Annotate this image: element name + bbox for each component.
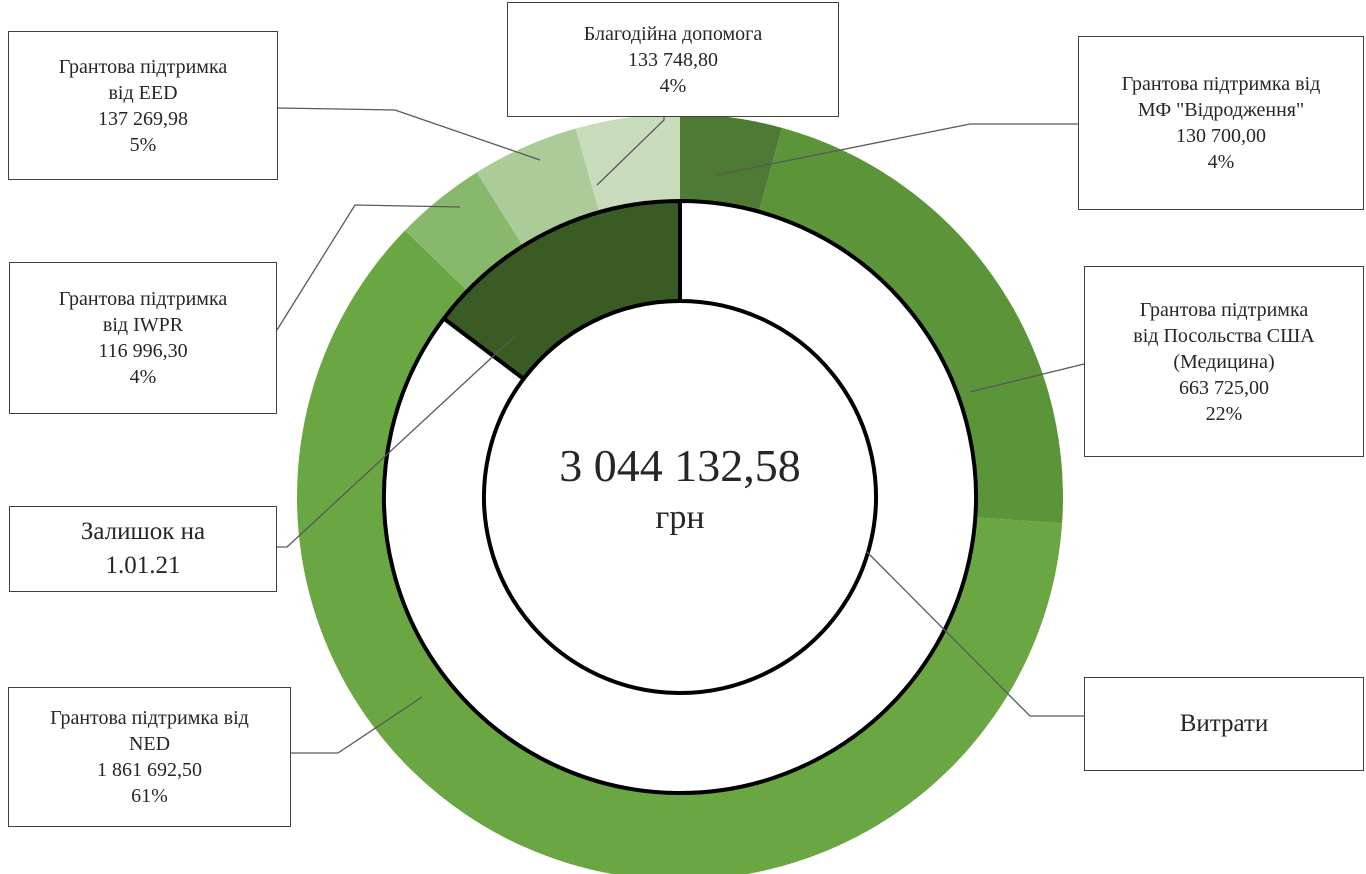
callout-text: 61% [131, 785, 168, 807]
callout-text: 22% [1205, 402, 1243, 425]
total-value: 3 044 132,58 [559, 440, 801, 491]
leader-line-outer-2 [969, 363, 1085, 393]
callout-text: Залишок на [80, 518, 206, 546]
outer-slice-6 [575, 114, 680, 213]
callout-text: NED [128, 733, 171, 755]
outer-slice-4 [405, 172, 523, 291]
total-unit: грн [655, 499, 705, 536]
outer-slice-3 [297, 230, 1063, 874]
callout-text: Грантова підтримка [1139, 298, 1309, 321]
callout-text: Грантова підтримка від [1121, 73, 1321, 95]
callout-text: 130 700,00 [1176, 125, 1266, 147]
leader-line-outer-4 [276, 204, 461, 331]
callout-text: від IWPR [102, 314, 184, 336]
callout-outer-4: Грантова підтримка від IWPR 116 996,30 4% [9, 262, 277, 414]
callout-text: 137 269,98 [98, 107, 188, 130]
outer-slice-5 [476, 128, 600, 247]
callout-text: 1.01.21 [105, 552, 181, 579]
callout-text: 663 725,00 [1179, 376, 1269, 399]
outer-slice-1 [680, 114, 783, 212]
callout-outer-3: Грантова підтримка від NED 1 861 692,50 61% [8, 687, 291, 827]
inner-slice-2 [441, 198, 682, 382]
callout-text: 4% [659, 74, 687, 97]
callout-text: 4% [129, 366, 157, 388]
leader-line-outer-6 [596, 117, 665, 186]
outer-ring [297, 114, 1063, 874]
leader-line-outer-3 [291, 696, 423, 754]
callout-outer-2: Грантова підтримка від Посольства США (Мед… [1084, 266, 1364, 457]
leader-line-outer-5 [277, 107, 541, 161]
callout-text: 133 748,80 [628, 48, 718, 71]
callout-outer-5: Грантова підтримка від EED 137 269,98 5% [8, 31, 278, 180]
center-total-label: 3 044 132,58 грн [480, 436, 880, 540]
callout-text: 1 861 692,50 [97, 759, 202, 781]
leader-line-inner-1 [865, 550, 1084, 717]
leader-lines [276, 107, 1085, 754]
callout-text: Грантова підтримка від [50, 707, 249, 729]
inner-ring [382, 198, 978, 795]
callout-text: 5% [129, 133, 157, 156]
callout-text: Грантова підтримка [58, 55, 228, 78]
leader-line-inner-2 [277, 335, 516, 548]
inner-slice-1 [382, 198, 978, 795]
outer-slice-2 [758, 127, 1063, 524]
callout-text: від Посольства США [1133, 324, 1315, 347]
callout-inner-1: Витрати [1084, 677, 1364, 771]
callout-text: 4% [1207, 151, 1235, 173]
callout-text: Благодійна допомога [583, 22, 763, 45]
callout-outer-6: Благодійна допомога 133 748,80 4% [507, 2, 839, 117]
callout-text: МФ "Відродження" [1137, 99, 1305, 121]
callout-inner-2: Залишок на 1.01.21 [9, 506, 277, 592]
leader-line-outer-1 [715, 123, 1078, 176]
callout-text: Грантова підтримка [58, 288, 228, 310]
callout-outer-1: Грантова підтримка від МФ "Відродження" 13… [1078, 36, 1364, 210]
callout-text: від EED [108, 81, 178, 104]
callout-text: 116 996,30 [98, 340, 188, 362]
callout-text: (Медицина) [1173, 350, 1275, 373]
callout-text: Витрати [1179, 710, 1269, 738]
